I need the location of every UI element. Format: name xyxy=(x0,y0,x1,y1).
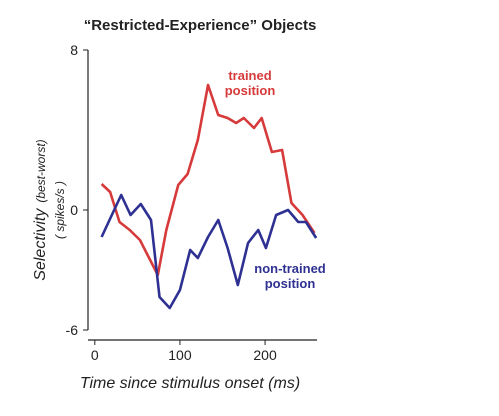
y-tick-label: 0 xyxy=(70,202,78,218)
y-axis-label: Selectivity (best-worst) xyxy=(32,139,49,280)
y-tick-label: 8 xyxy=(70,42,78,58)
x-tick-label: 0 xyxy=(91,347,99,363)
annotation: non-trained position xyxy=(254,261,326,291)
annotation-line: trained xyxy=(228,68,271,83)
annotation-line: non-trained xyxy=(254,261,326,276)
y-tick-label: -6 xyxy=(66,322,79,338)
y-label-note: (best-worst) xyxy=(34,139,48,202)
annotation-line: position xyxy=(265,276,316,291)
series-line xyxy=(100,83,316,277)
x-axis-label: Time since stimulus onset (ms) xyxy=(80,375,300,392)
x-tick-label: 200 xyxy=(253,347,277,363)
y-axis-unit: ( spikes/s ) xyxy=(53,181,67,239)
series-line xyxy=(100,193,318,310)
annotation-line: position xyxy=(225,83,276,98)
chart-title: “Restricted-Experience” Objects xyxy=(84,17,317,34)
y-label-main: Selectivity xyxy=(32,208,49,281)
annotation: trained position xyxy=(225,68,276,98)
x-tick-label: 100 xyxy=(168,347,192,363)
